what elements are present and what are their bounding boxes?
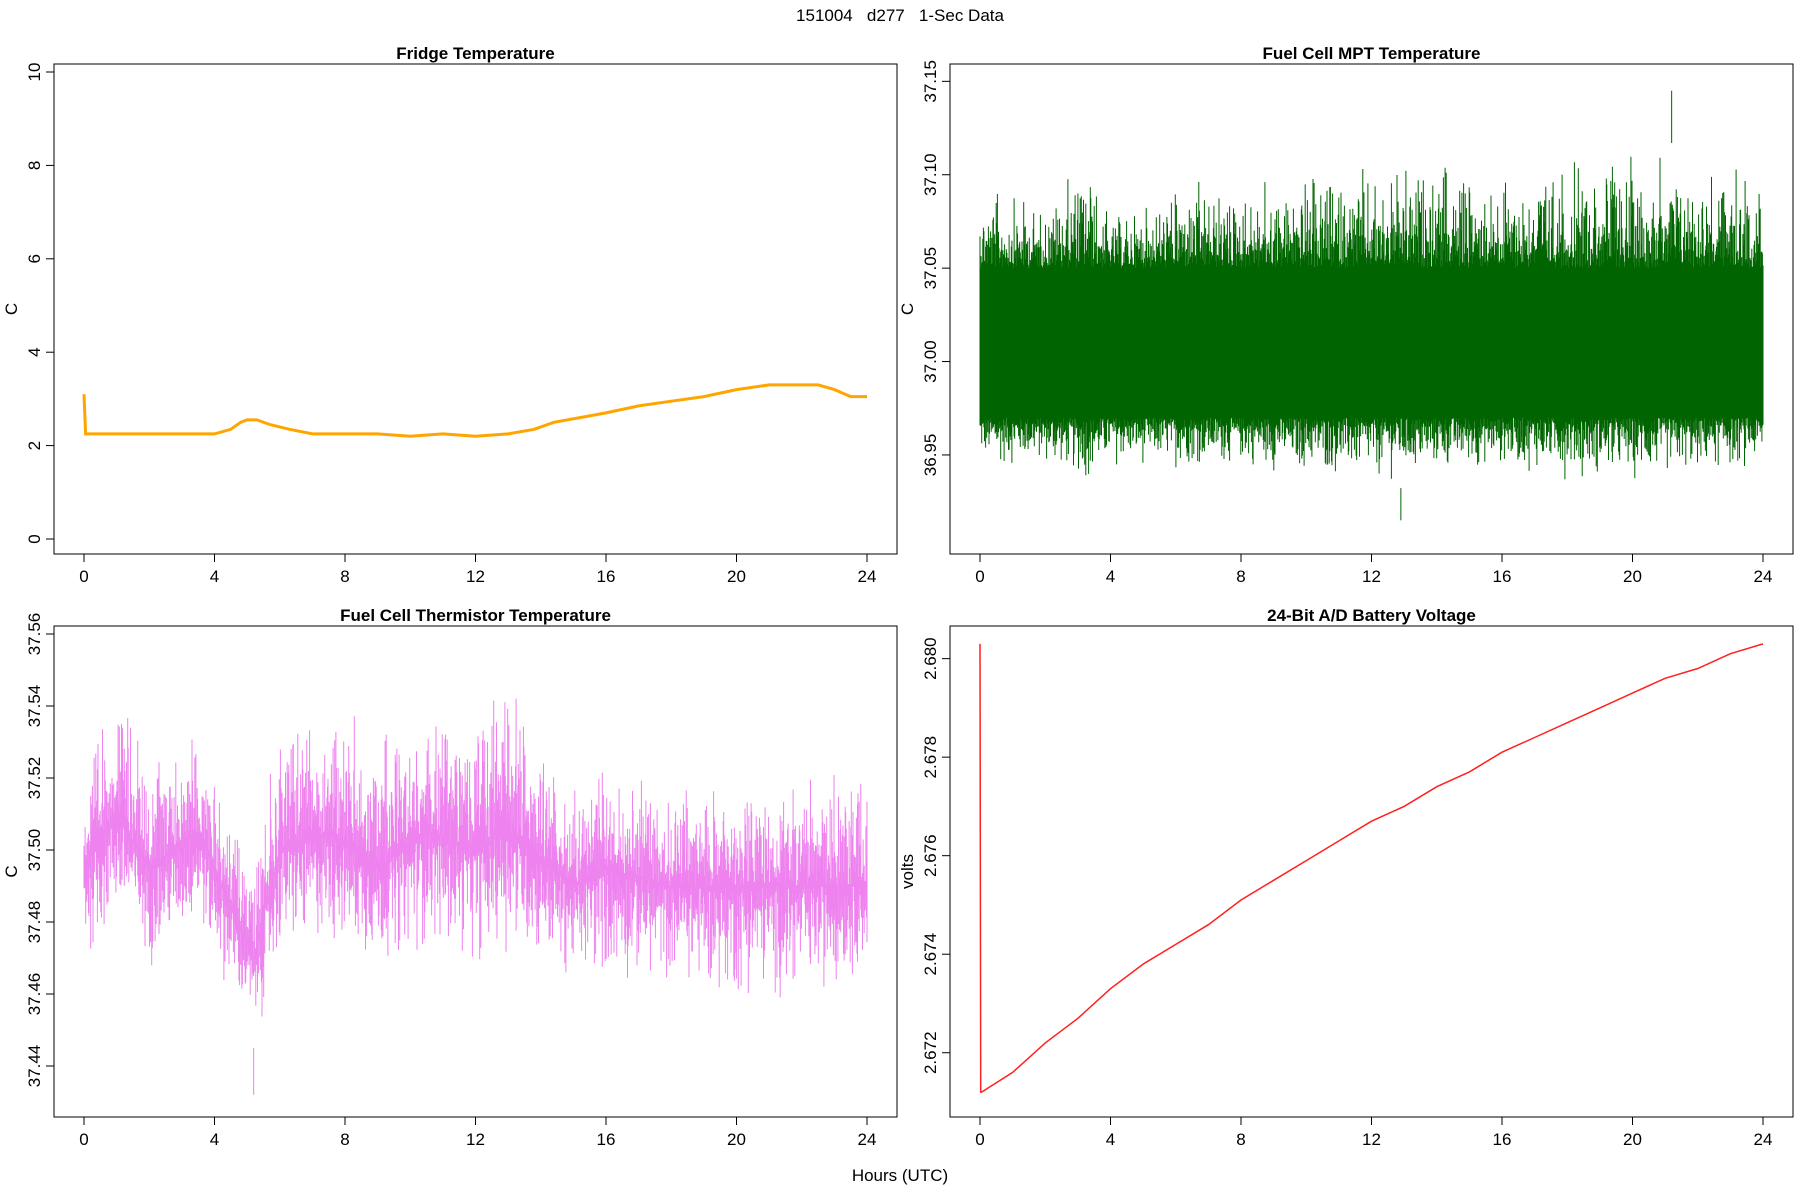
chart-title: Fridge Temperature bbox=[396, 44, 554, 63]
y-axis-label: C bbox=[898, 303, 917, 315]
y-axis-label: C bbox=[2, 303, 21, 315]
x-tick-label: 8 bbox=[1236, 1130, 1245, 1149]
y-tick-label: 2.678 bbox=[921, 736, 940, 779]
y-tick-label: 8 bbox=[25, 161, 44, 170]
y-tick-label: 2.674 bbox=[921, 933, 940, 976]
series-line bbox=[82, 383, 867, 438]
x-tick-label: 12 bbox=[466, 567, 485, 586]
y-tick-label: 37.54 bbox=[25, 685, 44, 728]
y-tick-label: 0 bbox=[25, 534, 44, 543]
x-tick-label: 4 bbox=[1106, 1130, 1115, 1149]
chart-panel-2: Fuel Cell MPT Temperature 0 4 8 12 16 20 24 36.9… bbox=[898, 44, 1794, 586]
x-tick-label: 16 bbox=[1493, 1130, 1512, 1149]
y-tick-label: 37.46 bbox=[25, 973, 44, 1016]
chart-panel-3: Fuel Cell Thermistor Temperature 0 4 8 12 16 2… bbox=[2, 606, 898, 1149]
x-tick-label: 16 bbox=[1493, 567, 1512, 586]
y-tick-label: 37.15 bbox=[921, 60, 940, 103]
y-tick-label: 2 bbox=[25, 441, 44, 450]
y-axis-label: volts bbox=[898, 854, 917, 889]
plot-frame bbox=[949, 625, 1794, 1118]
y-tick-label: 37.10 bbox=[921, 153, 940, 196]
x-tick-label: 0 bbox=[79, 1130, 88, 1149]
chart-title: 24-Bit A/D Battery Voltage bbox=[1267, 606, 1476, 625]
y-tick-label: 37.52 bbox=[25, 757, 44, 800]
chart-title: Fuel Cell Thermistor Temperature bbox=[340, 606, 611, 625]
x-tick-label: 24 bbox=[858, 567, 877, 586]
y-tick-label: 37.56 bbox=[25, 613, 44, 656]
x-tick-label: 20 bbox=[727, 1130, 746, 1149]
x-tick-label: 4 bbox=[210, 567, 219, 586]
x-tick-label: 12 bbox=[1362, 567, 1381, 586]
x-tick-label: 16 bbox=[597, 567, 616, 586]
plot-frame bbox=[53, 63, 898, 555]
x-tick-label: 12 bbox=[466, 1130, 485, 1149]
series-line bbox=[979, 643, 1764, 1093]
x-tick-label: 20 bbox=[1623, 1130, 1642, 1149]
x-tick-label: 0 bbox=[79, 567, 88, 586]
y-tick-label: 37.05 bbox=[921, 247, 940, 290]
y-tick-label: 2.676 bbox=[921, 834, 940, 877]
x-axis-label: Hours (UTC) bbox=[851, 1166, 949, 1185]
x-tick-label: 8 bbox=[340, 1130, 349, 1149]
x-tick-label: 4 bbox=[210, 1130, 219, 1149]
y-tick-label: 2.680 bbox=[921, 637, 940, 680]
x-tick-label: 16 bbox=[597, 1130, 616, 1149]
y-axis-label: C bbox=[2, 865, 21, 877]
x-tick-label: 4 bbox=[1106, 567, 1115, 586]
x-tick-label: 24 bbox=[1754, 567, 1773, 586]
x-tick-label: 8 bbox=[340, 567, 349, 586]
x-tick-label: 24 bbox=[858, 1130, 877, 1149]
chart-title: Fuel Cell MPT Temperature bbox=[1263, 44, 1481, 63]
x-tick-label: 8 bbox=[1236, 567, 1245, 586]
chart-panel-4: 24-Bit A/D Battery Voltage 0 4 8 12 16 20 24 2.6… bbox=[898, 606, 1794, 1149]
series-noise-band bbox=[83, 698, 868, 1017]
y-tick-label: 37.44 bbox=[25, 1045, 44, 1088]
x-tick-label: 24 bbox=[1754, 1130, 1773, 1149]
x-tick-label: 0 bbox=[975, 567, 984, 586]
x-tick-label: 20 bbox=[1623, 567, 1642, 586]
x-tick-label: 20 bbox=[727, 567, 746, 586]
y-tick-label: 36.95 bbox=[921, 434, 940, 477]
y-tick-label: 6 bbox=[25, 254, 44, 263]
y-tick-label: 37.00 bbox=[921, 340, 940, 383]
x-tick-label: 12 bbox=[1362, 1130, 1381, 1149]
y-tick-label: 10 bbox=[25, 63, 44, 82]
y-tick-label: 2.672 bbox=[921, 1031, 940, 1074]
y-tick-label: 37.50 bbox=[25, 829, 44, 872]
series-dense-core bbox=[980, 268, 1763, 418]
x-tick-label: 0 bbox=[975, 1130, 984, 1149]
y-tick-label: 37.48 bbox=[25, 901, 44, 944]
page-title: 151004 d277 1-Sec Data bbox=[796, 6, 1004, 25]
y-tick-label: 4 bbox=[25, 347, 44, 356]
